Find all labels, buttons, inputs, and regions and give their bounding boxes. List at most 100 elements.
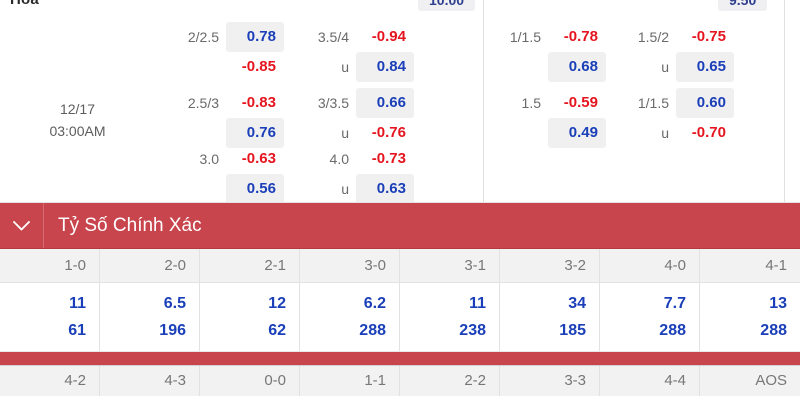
score-header-cell[interactable]: 1-0 (0, 249, 100, 283)
ou-odd-over[interactable]: -0.75 (691, 28, 726, 45)
match-kickoff-time: 03:00AM (49, 123, 106, 139)
match-date: 12/17 (59, 101, 96, 117)
ou-label: 3.5/4 (317, 29, 349, 45)
score-odd-secondary: 288 (359, 322, 386, 339)
handicap-odd-top[interactable]: -0.83 (241, 94, 276, 111)
score-header-cell[interactable]: 4-2 (0, 366, 100, 396)
score-odd-primary: 34 (568, 295, 586, 312)
score-header-row: 1-0 2-0 2-1 3-0 3-1 3-2 4-0 4-1 (0, 248, 800, 283)
ou-odd-over[interactable]: -0.94 (371, 28, 406, 45)
score-odd-primary: 6.5 (163, 295, 186, 312)
right-handicap-group-1: 1/1.5 -0.78 0.68 (492, 22, 606, 82)
left-handicap-group-2: 2.5/3 -0.83 0.76 (170, 88, 284, 148)
score-odd-primary: 13 (769, 295, 787, 312)
score-odd-secondary: 238 (459, 322, 486, 339)
ou-odd-under[interactable]: -0.70 (691, 124, 726, 141)
score-odds-cell[interactable]: 6.2 288 (300, 283, 400, 352)
score-odds-cell[interactable]: 13 288 (700, 283, 800, 352)
correct-score-section-header[interactable]: Tỷ Số Chính Xác (0, 203, 800, 248)
score-header-cell[interactable]: 1-1 (300, 366, 400, 396)
score-odd-secondary: 288 (659, 322, 686, 339)
handicap-odd-bottom[interactable]: 0.68 (548, 52, 606, 82)
ou-label: 3/3.5 (317, 95, 349, 111)
score-odd-secondary: 62 (268, 322, 286, 339)
score-header-cell[interactable]: AOS (755, 372, 787, 389)
score-header-cell[interactable]: 3-1 (400, 249, 500, 283)
ou-under-prefix: u (341, 59, 349, 75)
ou-odd-under[interactable]: 0.65 (676, 52, 734, 82)
ou-odd-over[interactable]: -0.73 (371, 150, 406, 167)
score-table-separator (0, 352, 800, 365)
left-handicap-group-1: 2/2.5 0.78 -0.85 (170, 22, 284, 82)
time-badge-left[interactable]: 10.00 (418, 0, 476, 11)
handicap-odd-bottom[interactable]: 0.56 (226, 174, 284, 202)
score-header-cell[interactable]: 4-1 (700, 249, 800, 283)
ou-under-prefix: u (661, 59, 669, 75)
score-header-cell[interactable]: 4-3 (100, 366, 200, 396)
ou-label: 1.5/2 (637, 29, 669, 45)
handicap-label: 1.5 (521, 95, 541, 111)
ou-under-prefix: u (341, 181, 349, 197)
score-odd-primary: 12 (268, 295, 286, 312)
score-odd-primary: 11 (469, 295, 486, 312)
score-header-cell[interactable]: 3-3 (500, 366, 600, 396)
score-odd-secondary: 61 (68, 322, 86, 339)
handicap-label: 3.0 (199, 151, 219, 167)
ou-odd-under[interactable]: 0.84 (356, 52, 414, 82)
odds-panel: Hòa 10.00 9.50 12/17 03:00AM 2/2.5 0.78 … (0, 0, 800, 203)
section-title: Tỷ Số Chính Xác (58, 214, 202, 236)
score-odds-cell[interactable]: 7.7 288 (600, 283, 700, 352)
left-ou-group-2: 3/3.5 0.66 u -0.76 (300, 88, 414, 148)
score-odds-cell[interactable]: 6.5 196 (100, 283, 200, 352)
score-header-cell[interactable]: 2-0 (100, 249, 200, 283)
time-badge-right[interactable]: 9.50 (718, 0, 768, 11)
score-header-cell[interactable]: 3-0 (300, 249, 400, 283)
handicap-label: 2/2.5 (187, 29, 219, 45)
score-odds-cell[interactable]: 11 61 (0, 283, 100, 352)
handicap-odd-bottom[interactable]: 0.76 (226, 118, 284, 148)
score-header-cell[interactable]: 2-1 (200, 249, 300, 283)
right-handicap-group-2: 1.5 -0.59 0.49 (492, 88, 606, 148)
ou-odd-under[interactable]: 0.63 (356, 174, 414, 202)
score-odd-secondary: 185 (559, 322, 586, 339)
match-datetime: 12/17 03:00AM (0, 98, 155, 142)
score-odds-cell[interactable]: 34 185 (500, 283, 600, 352)
handicap-label: 2.5/3 (187, 95, 219, 111)
handicap-odd-top[interactable]: 0.78 (226, 22, 284, 52)
score-header-cell[interactable]: 4-0 (600, 249, 700, 283)
left-handicap-group-3: 3.0 -0.63 0.56 (170, 144, 284, 202)
score-odd-secondary: 196 (159, 322, 186, 339)
ou-odd-over[interactable]: 0.66 (356, 88, 414, 118)
handicap-odd-top[interactable]: -0.78 (563, 28, 598, 45)
score-odds-cell[interactable]: 12 62 (200, 283, 300, 352)
handicap-label: 1/1.5 (509, 29, 541, 45)
ou-under-prefix: u (661, 125, 669, 141)
right-ou-group-1: 1.5/2 -0.75 u 0.65 (620, 22, 734, 82)
score-odd-primary: 6.2 (363, 295, 386, 312)
panel-divider-right (784, 0, 785, 202)
ou-under-prefix: u (341, 125, 349, 141)
score-odd-primary: 7.7 (663, 295, 686, 312)
score-header-row-2: 4-2 4-3 0-0 1-1 2-2 3-3 4-4 AOS (0, 365, 800, 396)
score-header-cell[interactable]: 4-4 (600, 366, 700, 396)
score-odds-cell[interactable]: 11 238 (400, 283, 500, 352)
score-odds-row: 11 61 6.5 196 12 62 6.2 288 11 238 34 18… (0, 283, 800, 352)
handicap-odd-top[interactable]: -0.59 (563, 94, 598, 111)
score-header-cell[interactable]: 3-2 (500, 249, 600, 283)
correct-score-table: 1-0 2-0 2-1 3-0 3-1 3-2 4-0 4-1 11 61 6.… (0, 248, 800, 396)
ou-odd-under[interactable]: -0.76 (371, 124, 406, 141)
chevron-down-icon[interactable] (0, 203, 44, 248)
left-ou-group-3: 4.0 -0.73 u 0.63 (300, 144, 414, 202)
score-header-cell[interactable]: 0-0 (200, 366, 300, 396)
handicap-odd-bottom[interactable]: 0.49 (548, 118, 606, 148)
handicap-odd-top[interactable]: -0.63 (241, 150, 276, 167)
score-odd-primary: 11 (69, 295, 86, 312)
handicap-odd-bottom[interactable]: -0.85 (241, 58, 276, 75)
ou-label: 1/1.5 (637, 95, 669, 111)
panel-divider-middle (483, 0, 484, 202)
right-ou-group-2: 1/1.5 0.60 u -0.70 (620, 88, 734, 148)
score-header-cell[interactable]: 2-2 (400, 366, 500, 396)
ou-odd-over[interactable]: 0.60 (676, 88, 734, 118)
left-ou-group-1: 3.5/4 -0.94 u 0.84 (300, 22, 414, 82)
